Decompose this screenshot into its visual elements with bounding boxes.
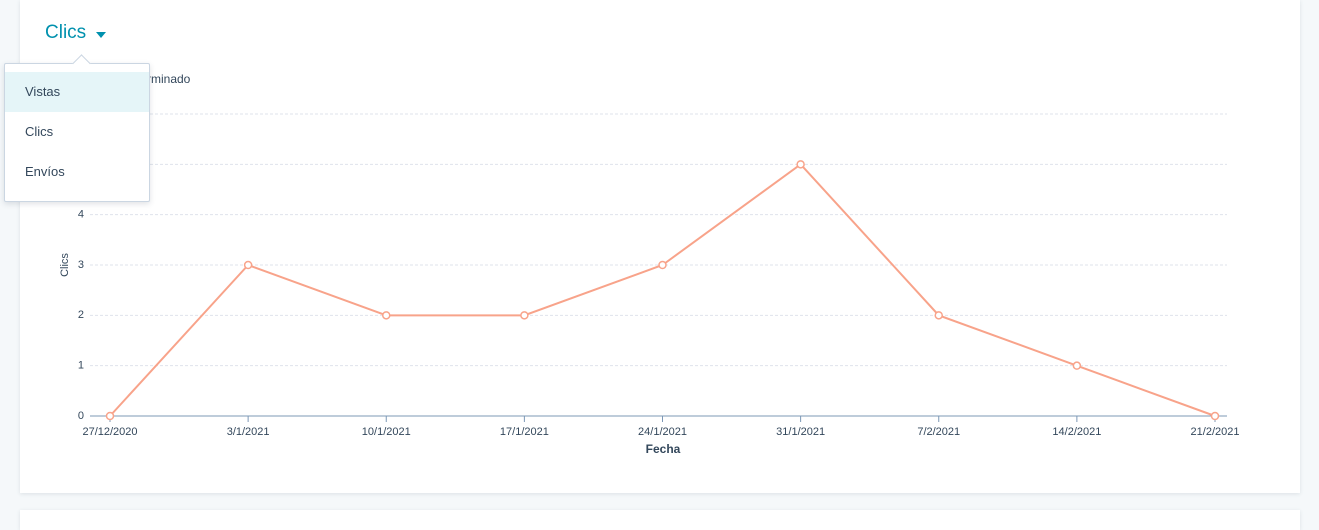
x-tick-label: 7/2/2021 (917, 426, 960, 438)
y-tick-label: 2 (78, 309, 84, 321)
chart: 012345627/12/20203/1/202110/1/202117/1/2… (59, 108, 1240, 456)
point (105, 411, 115, 421)
point (1210, 411, 1220, 421)
x-tick-label: 24/1/2021 (638, 426, 687, 438)
menu-item[interactable]: Vistas (5, 72, 149, 112)
menu-item[interactable]: Envíos (25, 164, 65, 179)
point (243, 260, 253, 270)
x-axis-label: Fecha (646, 442, 681, 456)
point (796, 160, 805, 169)
point (1072, 361, 1082, 370)
x-tick-label: 31/1/2021 (776, 426, 825, 438)
x-tick-label: 21/2/2021 (1191, 426, 1240, 438)
y-tick-label: 4 (78, 209, 84, 221)
line (109, 162, 1216, 417)
partial-label: rminado (147, 72, 191, 86)
caret[interactable] (96, 32, 106, 38)
x-tick-label: 17/1/2021 (500, 426, 549, 438)
point (934, 311, 943, 320)
x-tick-label: 27/12/2020 (82, 426, 137, 438)
y-tick-label: 1 (78, 360, 84, 372)
card (20, 510, 1300, 530)
point (658, 260, 667, 270)
x-tick-label: 14/2/2021 (1052, 426, 1101, 438)
point (382, 311, 391, 320)
y-axis-label: Clics (59, 253, 71, 277)
x-tick-label: 3/1/2021 (227, 426, 270, 438)
page: 012345627/12/20203/1/202110/1/202117/1/2… (4, 0, 1300, 493)
menu-item[interactable]: Clics (25, 124, 54, 139)
y-tick-label: 0 (78, 410, 84, 422)
metric-selector[interactable]: Clics (45, 22, 87, 43)
point (520, 311, 529, 320)
y-tick-label: 3 (78, 259, 84, 271)
card (20, 0, 1300, 493)
x-tick-label: 10/1/2021 (362, 426, 411, 438)
dropdown-menu: Vistas Clics Envíos (4, 54, 150, 202)
